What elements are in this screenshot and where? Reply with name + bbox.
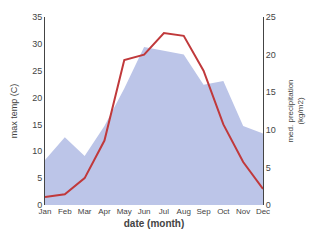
svg-text:20: 20 <box>266 50 276 60</box>
svg-text:Nov: Nov <box>236 207 250 216</box>
svg-text:20: 20 <box>32 93 42 103</box>
svg-text:Sep: Sep <box>196 207 211 216</box>
svg-text:Jul: Jul <box>159 207 169 216</box>
svg-text:15: 15 <box>32 120 42 130</box>
svg-text:med. precipitation(kg/m2): med. precipitation(kg/m2) <box>286 79 305 142</box>
svg-text:Aug: Aug <box>177 207 191 216</box>
svg-text:5: 5 <box>37 173 42 183</box>
svg-text:5: 5 <box>266 163 271 173</box>
svg-text:30: 30 <box>32 39 42 49</box>
svg-text:10: 10 <box>266 125 276 135</box>
svg-text:Jan: Jan <box>39 207 52 216</box>
svg-text:35: 35 <box>32 12 42 22</box>
svg-text:Apr: Apr <box>98 207 111 216</box>
svg-text:max temp (C): max temp (C) <box>9 84 19 139</box>
svg-text:Jun: Jun <box>138 207 151 216</box>
svg-text:0: 0 <box>37 200 42 210</box>
svg-text:Feb: Feb <box>58 207 72 216</box>
svg-text:Dec: Dec <box>256 207 270 216</box>
svg-text:15: 15 <box>266 87 276 97</box>
svg-text:0: 0 <box>266 200 271 210</box>
svg-text:25: 25 <box>266 12 276 22</box>
svg-text:10: 10 <box>32 146 42 156</box>
svg-text:date (month): date (month) <box>124 218 185 229</box>
svg-text:Mar: Mar <box>78 207 92 216</box>
svg-text:Oct: Oct <box>217 207 230 216</box>
svg-text:May: May <box>117 207 132 216</box>
svg-text:25: 25 <box>32 66 42 76</box>
